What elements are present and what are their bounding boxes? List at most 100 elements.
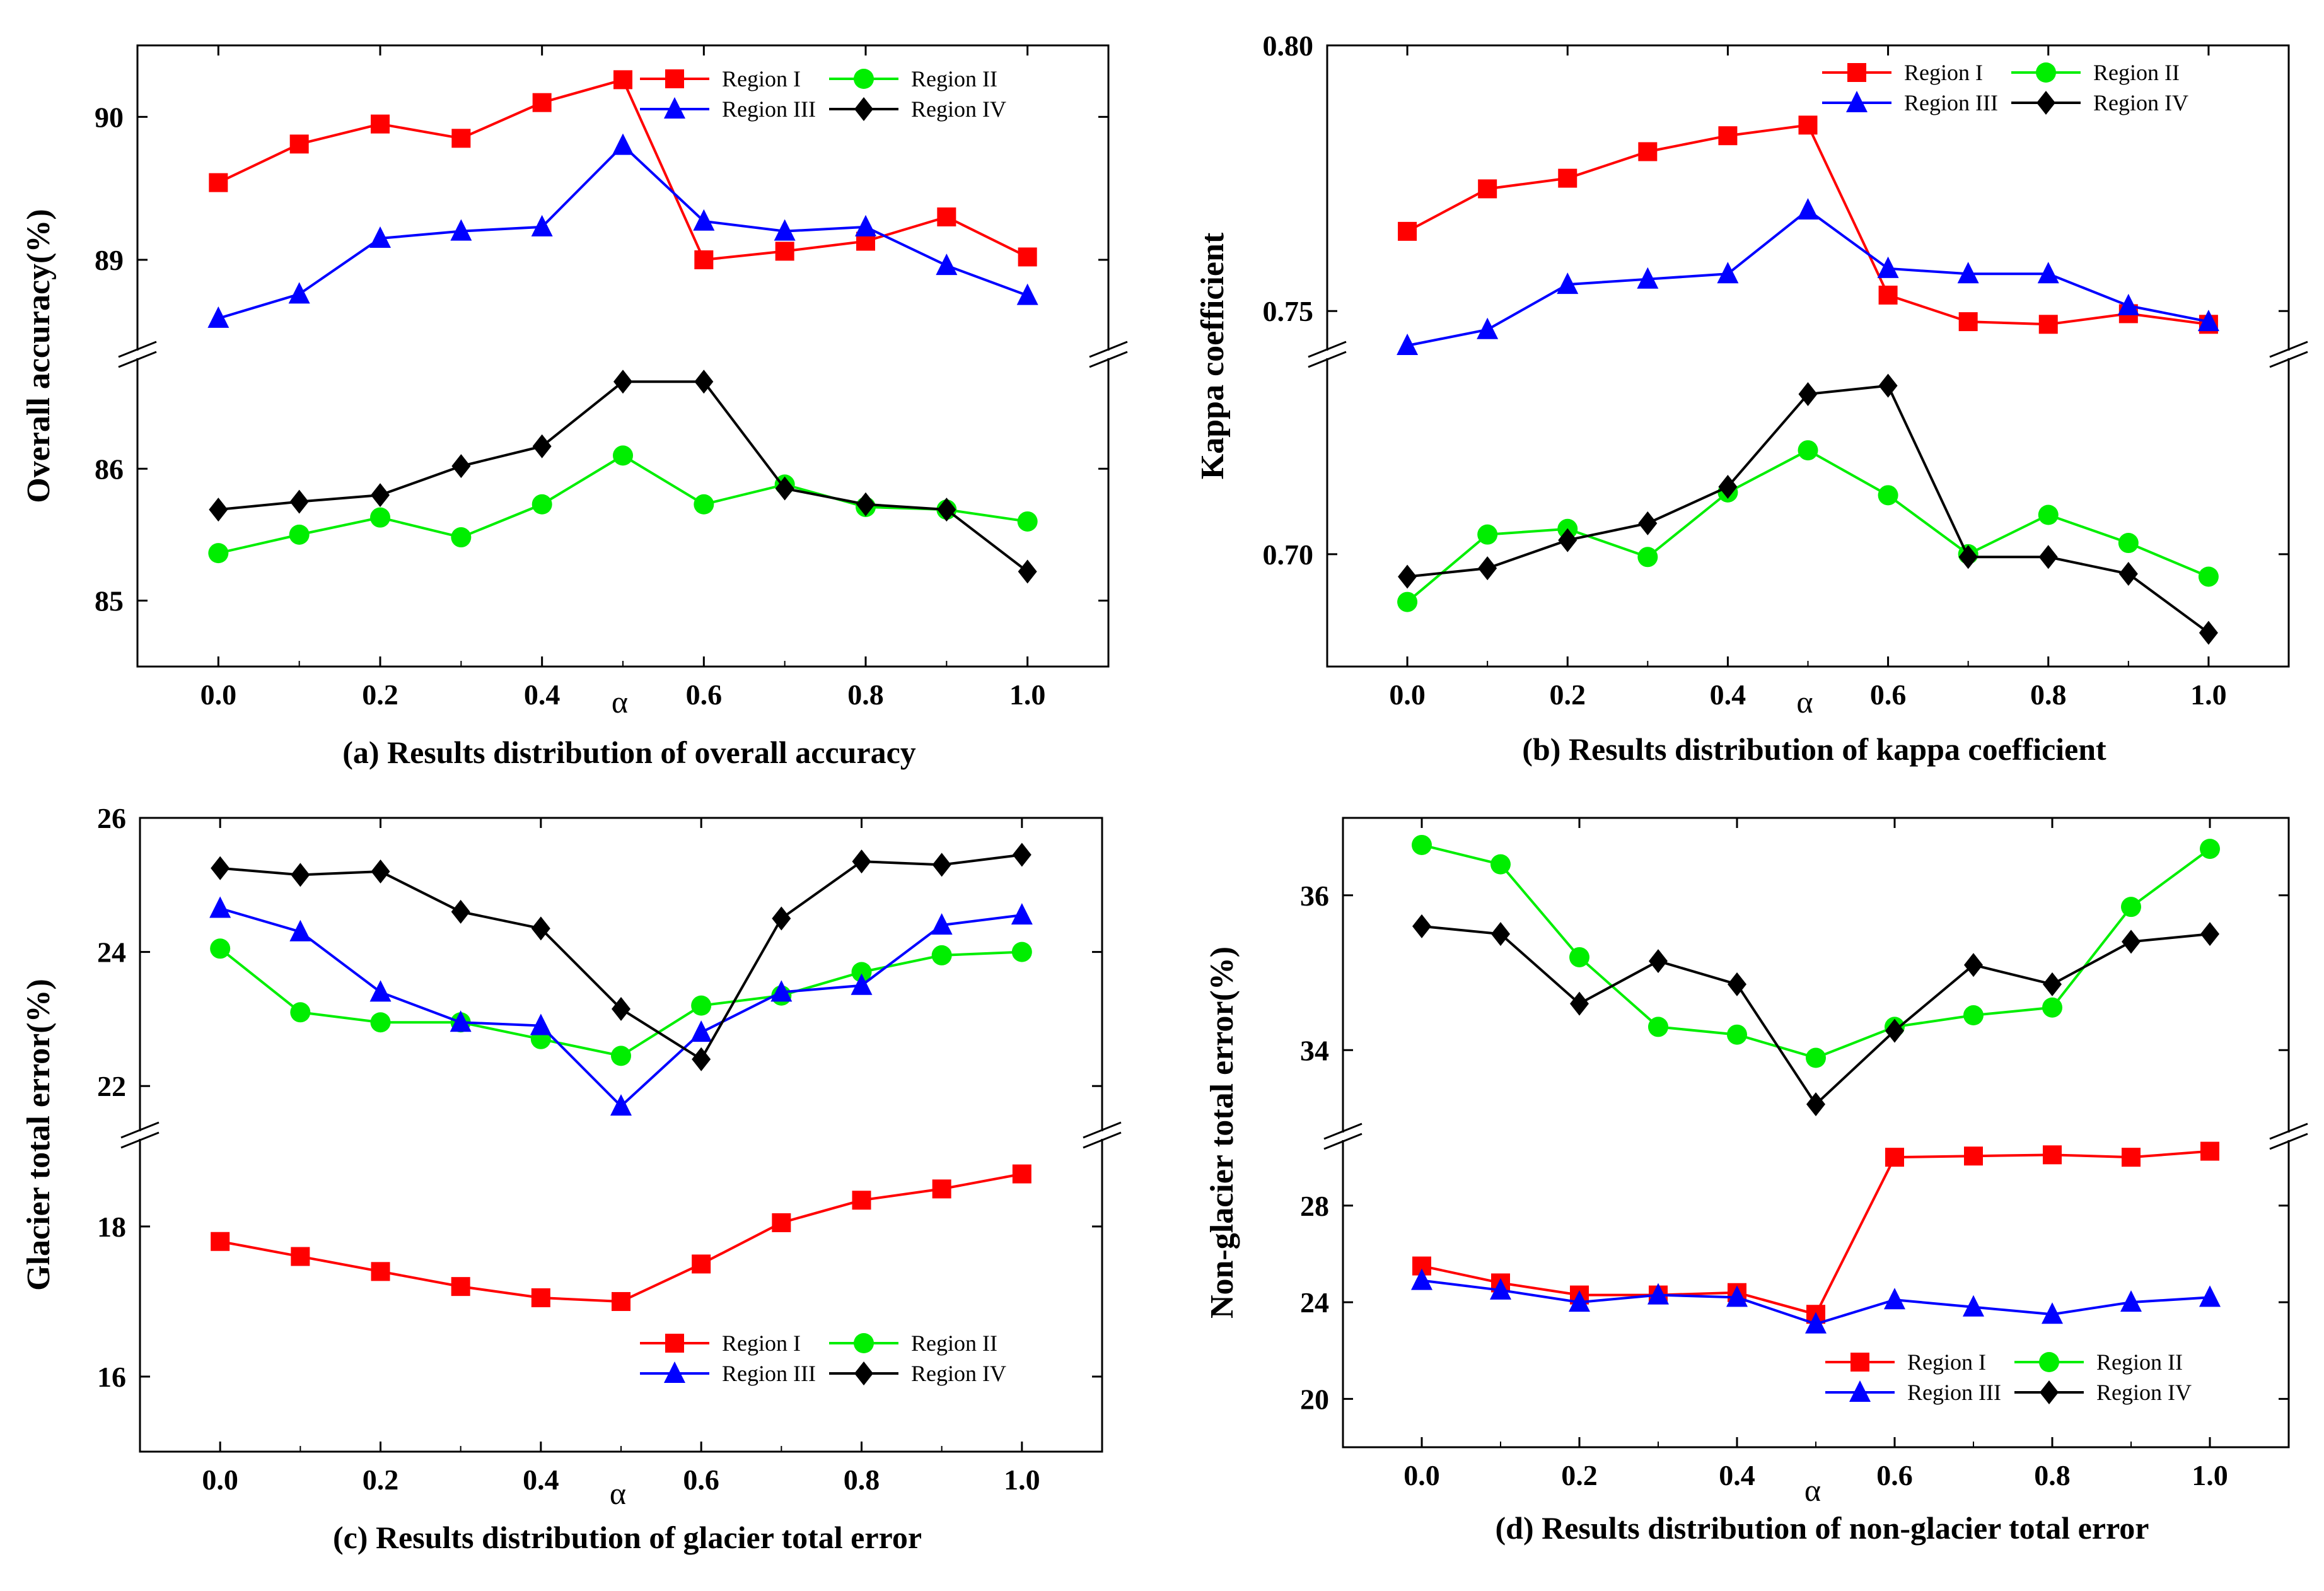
- panel-caption: (a) Results distribution of overall accu…: [342, 735, 916, 770]
- data-point: [2199, 1285, 2221, 1307]
- series-line: [218, 78, 1028, 262]
- legend-marker: [1847, 63, 1866, 82]
- data-point: [1806, 1047, 1826, 1068]
- data-point: [1798, 115, 1818, 135]
- series-region-iii: [207, 133, 1038, 328]
- data-point: [1878, 285, 1898, 305]
- y-axis-label: Overall accuracy(%): [21, 209, 57, 503]
- data-point: [692, 1047, 711, 1071]
- series-region-i: [209, 70, 1037, 269]
- legend: Region I Region II Region III Region IV: [1822, 60, 2188, 115]
- data-point: [1958, 545, 1978, 569]
- data-point: [1478, 179, 1497, 199]
- x-tick-label: 0.4: [1719, 1459, 1755, 1491]
- data-point: [2122, 930, 2141, 954]
- series-region-i: [1398, 115, 2218, 334]
- data-point: [772, 1213, 791, 1232]
- data-point: [1963, 1295, 1984, 1317]
- data-point: [1885, 1148, 1904, 1167]
- x-tick-label: 1.0: [1009, 679, 1046, 711]
- legend-label: Region III: [1904, 90, 1998, 115]
- data-point: [1806, 1092, 1825, 1117]
- data-point: [2038, 315, 2058, 334]
- axis-break-mark: [2269, 1122, 2308, 1140]
- data-point: [1638, 142, 1658, 161]
- data-point: [1884, 1288, 1905, 1310]
- data-point: [1490, 854, 1511, 875]
- data-point: [1718, 474, 1738, 499]
- data-point: [694, 370, 714, 394]
- data-point: [371, 483, 390, 508]
- legend-label: Region II: [2093, 60, 2180, 85]
- y-tick-label: 89: [95, 244, 124, 276]
- data-point: [610, 1094, 632, 1116]
- series-line: [220, 853, 1023, 1061]
- x-tick-label: 0.0: [1403, 1459, 1440, 1491]
- series-region-iii: [1397, 198, 2219, 355]
- data-point: [1648, 1017, 1668, 1037]
- data-point: [370, 1012, 391, 1033]
- y-tick-label: 18: [97, 1211, 126, 1243]
- data-point: [450, 219, 472, 241]
- data-point: [369, 226, 391, 248]
- axis-break-mark: [1323, 1133, 1362, 1150]
- legend-label: Region I: [1907, 1349, 1986, 1375]
- legend-marker: [664, 1361, 685, 1383]
- data-point: [451, 129, 471, 148]
- x-tick-label: 0.0: [200, 679, 237, 711]
- data-point: [371, 1262, 390, 1281]
- data-point: [770, 980, 793, 1002]
- data-point: [1411, 1268, 1432, 1290]
- data-point: [1012, 1164, 1031, 1184]
- data-point: [531, 1288, 550, 1307]
- data-point: [1398, 564, 1417, 589]
- y-tick-label: 20: [1300, 1383, 1329, 1415]
- x-tick-label: 0.6: [1870, 679, 1907, 711]
- data-point: [932, 853, 951, 877]
- data-point: [693, 209, 715, 231]
- y-tick-label: 0.75: [1263, 295, 1314, 327]
- data-point: [2038, 504, 2059, 525]
- y-tick-label: 22: [97, 1070, 126, 1102]
- data-point: [1491, 922, 1510, 947]
- data-point: [611, 1046, 631, 1066]
- panel-caption: (c) Results distribution of glacier tota…: [333, 1520, 922, 1555]
- data-point: [612, 996, 630, 1021]
- data-point: [613, 70, 632, 90]
- legend-label: Region II: [911, 66, 997, 91]
- data-point: [691, 995, 712, 1016]
- legend-label: Region IV: [911, 96, 1006, 122]
- data-point: [531, 916, 550, 941]
- data-point: [209, 498, 228, 522]
- data-point: [2120, 1290, 2142, 1312]
- series-line: [1407, 124, 2209, 326]
- data-point: [2122, 1148, 2141, 1167]
- data-point: [371, 860, 390, 884]
- data-point: [207, 306, 229, 328]
- data-point: [931, 913, 953, 935]
- data-point: [2200, 1141, 2219, 1161]
- x-tick-label: 0.8: [2034, 1459, 2071, 1491]
- axis-break-mark: [120, 1131, 160, 1149]
- data-point: [852, 849, 871, 874]
- axis-break-mark: [1089, 341, 1128, 358]
- series-line: [218, 143, 1028, 320]
- x-axis-label: α: [610, 1476, 626, 1511]
- y-tick-label: 90: [95, 101, 124, 133]
- legend-marker: [1846, 91, 1868, 112]
- data-point: [1718, 126, 1738, 146]
- legend-label: Region I: [1904, 60, 1983, 85]
- data-point: [1637, 267, 1659, 289]
- legend-marker: [665, 69, 684, 88]
- data-point: [612, 1291, 630, 1311]
- x-axis-label: α: [1804, 1472, 1821, 1508]
- legend-label: Region IV: [2093, 90, 2188, 115]
- series-region-ii: [1412, 834, 2220, 1068]
- data-point: [1412, 914, 1431, 938]
- legend-marker: [854, 97, 873, 121]
- y-tick-label: 26: [97, 802, 126, 834]
- legend-marker: [854, 69, 874, 89]
- x-tick-label: 0.2: [1561, 1459, 1598, 1491]
